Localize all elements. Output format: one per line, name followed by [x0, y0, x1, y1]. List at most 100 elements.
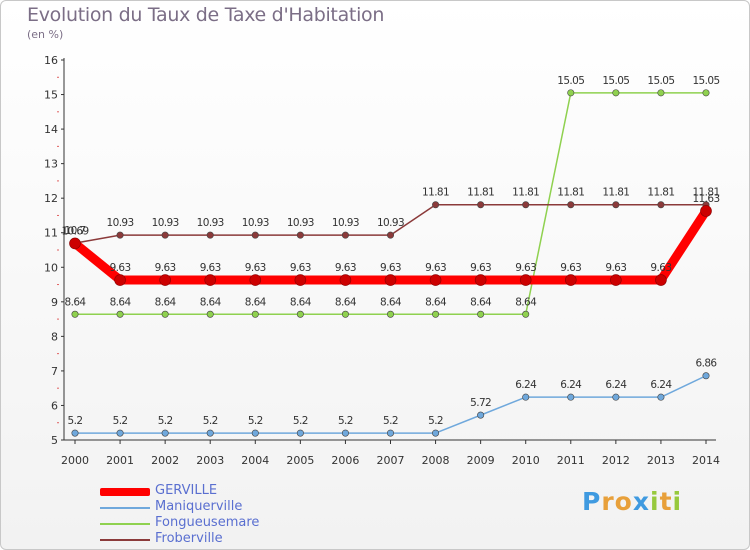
data-point-gerville — [294, 274, 307, 286]
data-label-maniquerville: 6.24 — [560, 379, 582, 391]
x-tick-label: 2011 — [557, 454, 585, 467]
data-label-gerville: 9.63 — [470, 262, 491, 274]
data-label-froberville: 10.93 — [107, 217, 134, 229]
x-tick-label: 2014 — [692, 454, 720, 467]
x-tick-label: 2005 — [286, 454, 314, 467]
data-point-maniquerville — [657, 393, 665, 401]
data-label-fongueusemare: 15.05 — [647, 75, 674, 87]
data-label-gerville: 9.63 — [110, 262, 131, 274]
data-point-fongueusemare — [612, 89, 620, 97]
data-point-fongueusemare — [116, 310, 124, 318]
data-label-fongueusemare: 8.64 — [155, 296, 177, 308]
legend-label-maniquerville: Maniquerville — [155, 499, 243, 514]
data-point-fongueusemare — [567, 89, 575, 97]
data-point-gerville — [249, 274, 262, 286]
data-point-maniquerville — [296, 429, 304, 437]
data-point-gerville — [564, 274, 577, 286]
data-point-gerville — [204, 274, 217, 286]
data-point-maniquerville — [386, 429, 394, 437]
y-tick-label: 13 — [44, 158, 58, 171]
data-point-froberville — [567, 201, 575, 209]
data-point-fongueusemare — [477, 310, 485, 318]
data-point-gerville — [339, 274, 352, 286]
data-point-maniquerville — [71, 429, 79, 437]
data-point-froberville — [432, 201, 440, 209]
legend-swatch-gerville — [100, 488, 150, 496]
x-tick-label: 2013 — [647, 454, 675, 467]
x-tick-label: 2003 — [196, 454, 224, 467]
data-point-gerville — [655, 274, 667, 286]
data-label-gerville: 9.63 — [290, 262, 311, 274]
data-label-gerville: 9.63 — [200, 262, 221, 274]
data-label-fongueusemare: 8.64 — [425, 296, 447, 308]
data-label-froberville: 10.7 — [65, 225, 86, 237]
y-tick-label: 12 — [44, 192, 58, 205]
data-label-maniquerville: 5.2 — [158, 415, 173, 427]
legend-label-fongueusemare: Fongueusemare — [155, 515, 260, 530]
data-label-froberville: 11.81 — [557, 187, 584, 199]
legend-label-gerville: GERVILLE — [155, 483, 218, 498]
data-label-maniquerville: 5.2 — [383, 415, 398, 427]
data-point-gerville — [429, 274, 442, 286]
data-point-gerville — [114, 274, 126, 286]
data-label-fongueusemare: 8.64 — [110, 296, 132, 308]
data-label-gerville: 9.63 — [650, 262, 671, 274]
data-point-maniquerville — [341, 429, 349, 437]
data-label-maniquerville: 5.2 — [248, 415, 263, 427]
data-point-fongueusemare — [386, 310, 394, 318]
data-label-maniquerville: 6.86 — [696, 358, 718, 370]
data-label-fongueusemare: 15.05 — [602, 75, 629, 87]
data-label-froberville: 11.81 — [692, 187, 719, 199]
data-label-maniquerville: 5.72 — [470, 397, 491, 409]
data-label-gerville: 11.63 — [692, 193, 719, 205]
y-tick-label: 11 — [44, 227, 58, 240]
data-label-froberville: 11.81 — [422, 187, 449, 199]
data-label-froberville: 10.93 — [332, 217, 359, 229]
series-maniquerville — [71, 372, 710, 437]
data-point-froberville — [657, 201, 665, 209]
data-label-maniquerville: 5.2 — [338, 415, 353, 427]
data-label-fongueusemare: 8.64 — [290, 296, 312, 308]
data-label-gerville: 9.63 — [560, 262, 581, 274]
y-tick-label: 8 — [51, 330, 58, 343]
x-tick-label: 2012 — [602, 454, 630, 467]
y-tick-label: 6 — [51, 399, 58, 412]
legend-label-froberville: Froberville — [155, 531, 223, 546]
y-tick-label: 7 — [51, 365, 58, 378]
data-point-maniquerville — [612, 393, 620, 401]
data-point-gerville — [700, 205, 712, 217]
data-label-froberville: 10.93 — [287, 217, 314, 229]
data-label-froberville: 11.81 — [647, 187, 674, 199]
data-label-froberville: 11.81 — [467, 187, 494, 199]
data-point-fongueusemare — [522, 310, 530, 318]
data-label-maniquerville: 5.2 — [203, 415, 218, 427]
data-label-maniquerville: 5.2 — [68, 415, 83, 427]
proxiti-logo: Proxiti — [582, 487, 683, 516]
data-point-fongueusemare — [206, 310, 214, 318]
data-point-maniquerville — [477, 411, 485, 419]
x-tick-label: 2004 — [241, 454, 269, 467]
data-label-fongueusemare: 8.64 — [470, 296, 492, 308]
data-point-maniquerville — [116, 429, 124, 437]
data-label-froberville: 10.93 — [377, 217, 404, 229]
y-tick-label: 14 — [44, 123, 58, 136]
x-tick-label: 2001 — [106, 454, 134, 467]
x-tick-label: 2002 — [151, 454, 179, 467]
data-label-froberville: 11.81 — [602, 187, 629, 199]
data-label-fongueusemare: 8.64 — [335, 296, 357, 308]
x-tick-label: 2007 — [377, 454, 405, 467]
data-point-maniquerville — [432, 429, 440, 437]
data-point-froberville — [251, 231, 259, 239]
x-tick-label: 2009 — [467, 454, 495, 467]
data-label-froberville: 10.93 — [242, 217, 269, 229]
legend-swatch-froberville — [100, 539, 150, 541]
data-point-gerville — [69, 237, 81, 250]
data-point-maniquerville — [206, 429, 214, 437]
data-point-maniquerville — [567, 393, 575, 401]
data-point-froberville — [206, 231, 214, 239]
y-tick-label: 5 — [51, 434, 58, 447]
chart-unit: (en %) — [27, 28, 64, 41]
data-label-gerville: 9.63 — [335, 262, 356, 274]
data-label-fongueusemare: 15.05 — [557, 75, 584, 87]
